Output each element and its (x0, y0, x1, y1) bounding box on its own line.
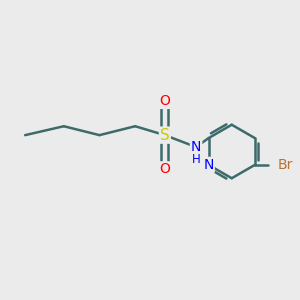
Text: N: N (191, 140, 201, 154)
Text: H: H (192, 153, 200, 166)
Text: O: O (159, 162, 170, 176)
Text: Br: Br (277, 158, 292, 172)
Text: S: S (160, 128, 170, 142)
Text: N: N (203, 158, 214, 172)
Text: O: O (159, 94, 170, 108)
